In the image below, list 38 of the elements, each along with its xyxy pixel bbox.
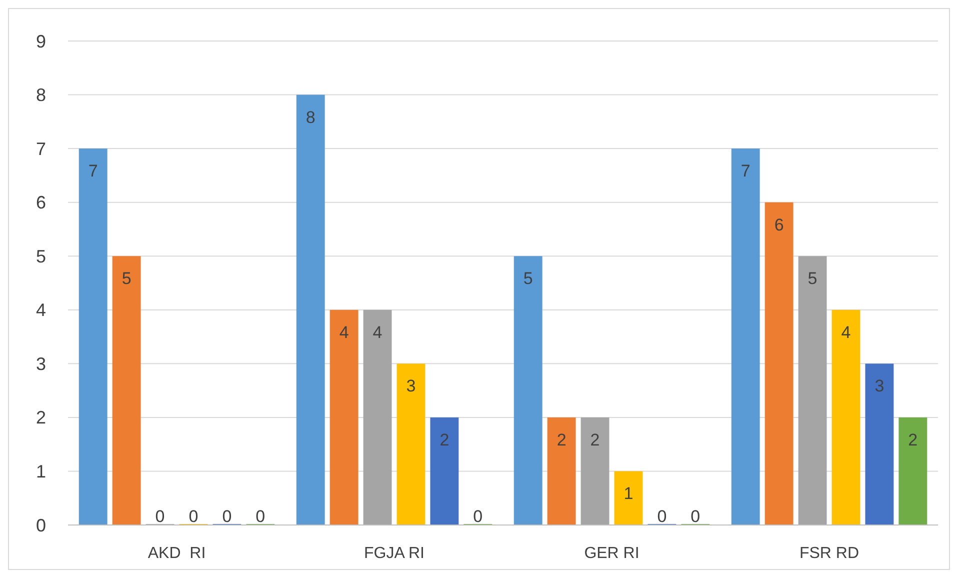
y-tick-label: 0 <box>36 515 46 536</box>
data-label: 2 <box>590 430 600 450</box>
x-tick-label: GER RI <box>584 545 640 562</box>
y-tick-label: 4 <box>36 300 46 320</box>
y-tick-label: 9 <box>36 31 46 52</box>
data-label: 8 <box>306 108 316 127</box>
y-tick-label: 3 <box>36 354 46 374</box>
data-label: 0 <box>473 507 483 526</box>
data-label: 3 <box>406 376 416 396</box>
y-tick-label: 6 <box>36 192 46 213</box>
x-tick-label: FSR RD <box>799 545 860 562</box>
data-label: 0 <box>657 507 667 526</box>
data-label: 0 <box>155 507 165 526</box>
x-tick-label: AKD RI <box>148 545 206 562</box>
data-label: 3 <box>874 376 884 396</box>
data-label: 5 <box>808 269 818 288</box>
data-label: 0 <box>222 507 232 526</box>
y-tick-label: 1 <box>36 462 46 482</box>
data-label: 4 <box>339 322 349 342</box>
x-tick-label: FGJA RI <box>364 545 424 562</box>
data-label: 2 <box>556 430 566 450</box>
data-label: 4 <box>372 322 382 342</box>
y-tick-label: 2 <box>36 408 46 428</box>
data-label: 7 <box>88 162 98 181</box>
y-tick-label: 8 <box>36 85 46 106</box>
data-label: 5 <box>523 269 533 288</box>
data-label: 6 <box>774 215 784 234</box>
data-label: 0 <box>188 507 198 526</box>
data-label: 5 <box>122 269 132 288</box>
data-label: 1 <box>624 484 634 504</box>
data-label: 0 <box>690 507 700 526</box>
data-label: 0 <box>256 507 266 526</box>
data-label: 2 <box>440 430 450 450</box>
data-label: 7 <box>740 162 750 181</box>
y-tick-label: 7 <box>36 138 46 159</box>
y-tick-label: 5 <box>36 246 46 266</box>
data-label: 4 <box>841 322 851 342</box>
data-label: 2 <box>908 430 918 450</box>
